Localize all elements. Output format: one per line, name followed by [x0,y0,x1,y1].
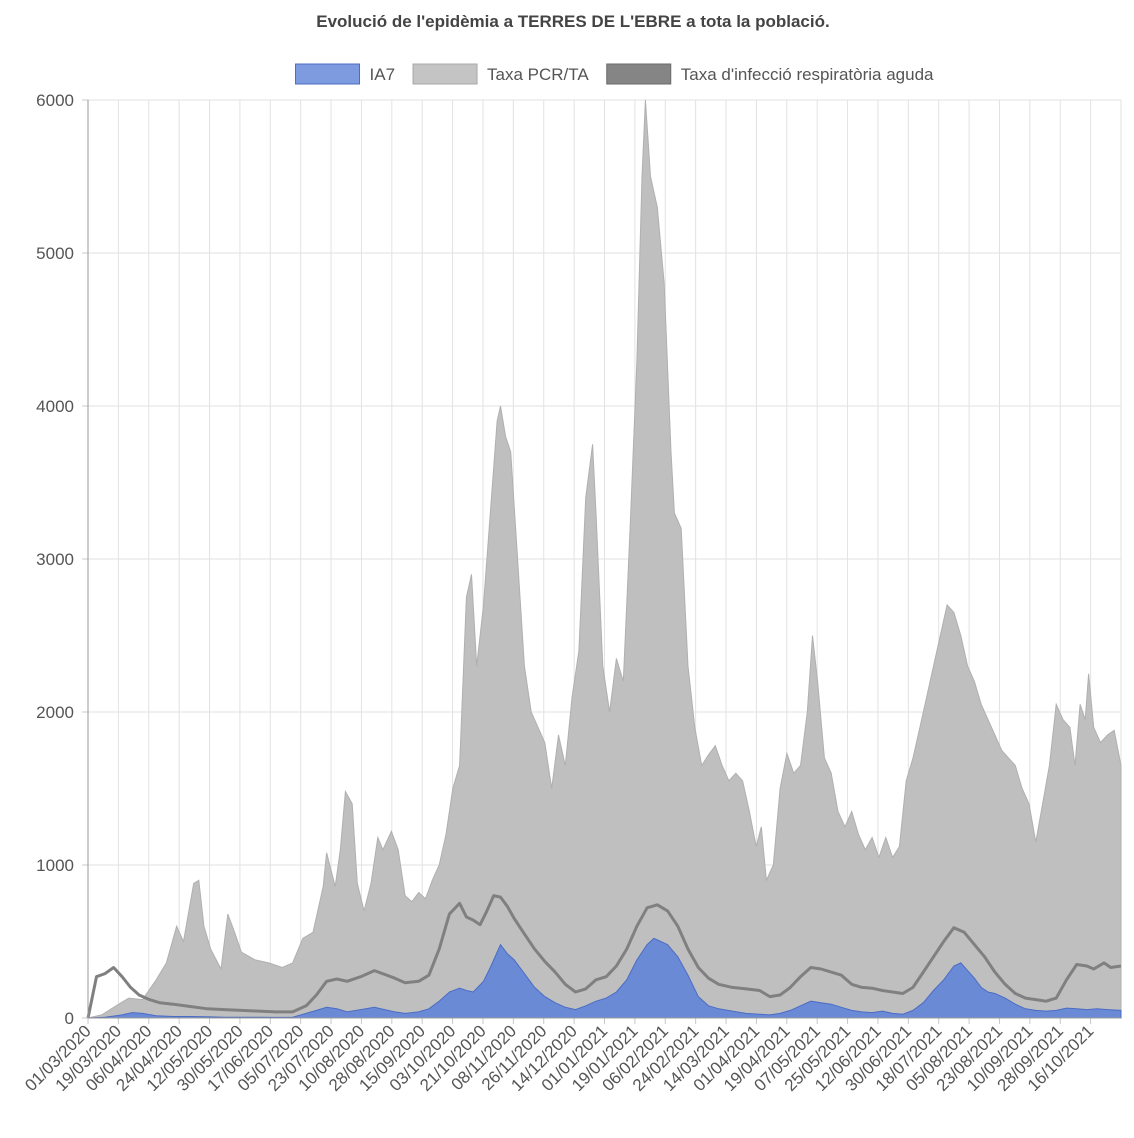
legend: IA7 Taxa PCR/TA Taxa d'infecció respiratòr… [295,63,934,85]
legend-label: Taxa PCR/TA [487,65,589,84]
series-area-ia7 [87,937,1122,1019]
legend-swatch [412,63,478,85]
y-tick-label: 5000 [36,244,74,263]
legend-label: Taxa d'infecció respiratòria aguda [681,65,934,84]
series-area-taxa-pcr-ta [87,99,1122,1019]
series-line-taxa-d-infecci-respirat-ria-aguda [86,894,1122,1019]
y-tick-label: 6000 [36,91,74,110]
y-tick-label: 2000 [36,703,74,722]
axes: 010002000300040005000600001/03/202019/03… [21,91,1121,1095]
legend-swatch [295,63,361,85]
y-tick-label: 3000 [36,550,74,569]
series-areas [86,99,1122,1019]
legend-swatch [606,63,672,85]
chart-title: Evolució de l'epidèmia a TERRES DE L'EBR… [316,12,829,31]
y-tick-label: 4000 [36,397,74,416]
y-tick-label: 1000 [36,856,74,875]
y-tick-label: 0 [65,1009,74,1028]
legend-label: IA7 [370,65,396,84]
